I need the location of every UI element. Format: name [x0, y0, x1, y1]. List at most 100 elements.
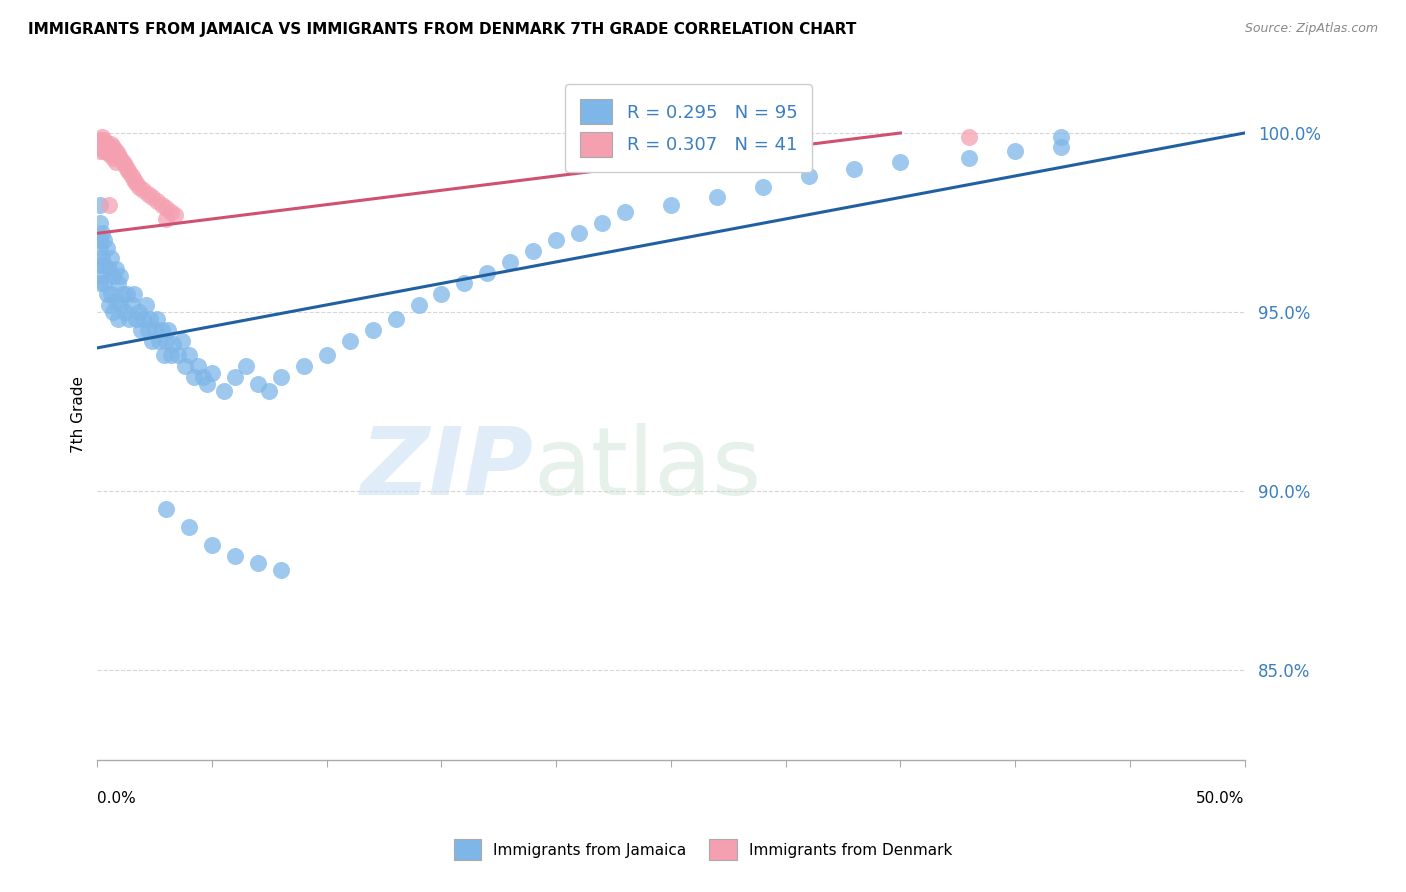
Point [224, 549, 246, 563]
Point [148, 334, 170, 348]
Point [1050, 129, 1073, 144]
Point [115, 287, 138, 301]
Text: IMMIGRANTS FROM JAMAICA VS IMMIGRANTS FROM DENMARK 7TH GRADE CORRELATION CHART: IMMIGRANTS FROM JAMAICA VS IMMIGRANTS FR… [28, 22, 856, 37]
Point [159, 204, 181, 219]
Text: ZIP: ZIP [360, 424, 533, 516]
Point [89, 234, 111, 248]
Point [110, 151, 132, 165]
Point [132, 312, 155, 326]
Point [111, 154, 134, 169]
Point [751, 179, 773, 194]
Point [103, 269, 125, 284]
Point [89, 259, 111, 273]
Point [246, 376, 269, 391]
Point [122, 287, 145, 301]
Point [259, 384, 281, 398]
Point [93, 140, 115, 154]
Point [155, 201, 177, 215]
Point [146, 194, 169, 208]
Point [114, 158, 136, 172]
Point [89, 136, 111, 151]
Point [157, 323, 180, 337]
Point [89, 215, 111, 229]
Point [93, 259, 115, 273]
Point [97, 140, 120, 154]
Point [1050, 140, 1073, 154]
Point [179, 520, 201, 534]
Point [315, 348, 337, 362]
Point [136, 186, 159, 201]
Point [97, 298, 120, 312]
Point [339, 334, 361, 348]
Point [522, 244, 544, 259]
Point [110, 298, 132, 312]
Point [114, 305, 136, 319]
Point [141, 190, 163, 204]
Point [957, 151, 980, 165]
Legend: Immigrants from Jamaica, Immigrants from Denmark: Immigrants from Jamaica, Immigrants from… [447, 832, 959, 866]
Text: 0.0%: 0.0% [97, 791, 136, 805]
Point [91, 129, 114, 144]
Point [139, 312, 162, 326]
Point [107, 147, 129, 161]
Point [153, 348, 176, 362]
Point [91, 269, 114, 284]
Point [224, 369, 246, 384]
Point [797, 169, 820, 183]
Point [235, 359, 257, 373]
Point [96, 287, 118, 301]
Point [141, 334, 163, 348]
Point [129, 323, 152, 337]
Point [104, 294, 127, 309]
Point [96, 144, 118, 158]
Point [270, 563, 292, 577]
Point [96, 136, 118, 151]
Point [179, 348, 201, 362]
Point [111, 287, 134, 301]
Point [128, 305, 150, 319]
Legend: R = 0.295   N = 95, R = 0.307   N = 41: R = 0.295 N = 95, R = 0.307 N = 41 [565, 85, 811, 171]
Point [89, 144, 111, 158]
Point [97, 197, 120, 211]
Point [187, 359, 209, 373]
Point [89, 277, 111, 291]
Point [568, 227, 591, 241]
Point [270, 369, 292, 384]
Point [93, 277, 115, 291]
Point [104, 144, 127, 158]
Point [104, 262, 127, 277]
Point [93, 144, 115, 158]
Point [384, 312, 406, 326]
Point [91, 136, 114, 151]
Point [159, 348, 181, 362]
Point [191, 369, 214, 384]
Point [107, 312, 129, 326]
Point [89, 197, 111, 211]
Point [135, 298, 157, 312]
Point [212, 384, 235, 398]
Point [118, 165, 141, 179]
Point [96, 241, 118, 255]
Point [89, 241, 111, 255]
Point [706, 190, 728, 204]
Point [201, 538, 224, 552]
Point [146, 312, 169, 326]
Point [104, 154, 127, 169]
Point [591, 215, 613, 229]
Point [115, 161, 138, 176]
Point [91, 227, 114, 241]
Text: 50.0%: 50.0% [1197, 791, 1244, 805]
Point [499, 255, 522, 269]
Point [150, 197, 173, 211]
Point [93, 133, 115, 147]
Text: atlas: atlas [533, 424, 762, 516]
Point [103, 151, 125, 165]
Point [97, 262, 120, 277]
Point [143, 323, 166, 337]
Point [132, 183, 155, 197]
Point [89, 140, 111, 154]
Point [150, 323, 173, 337]
Point [110, 269, 132, 284]
Text: Source: ZipAtlas.com: Source: ZipAtlas.com [1244, 22, 1378, 36]
Point [91, 140, 114, 154]
